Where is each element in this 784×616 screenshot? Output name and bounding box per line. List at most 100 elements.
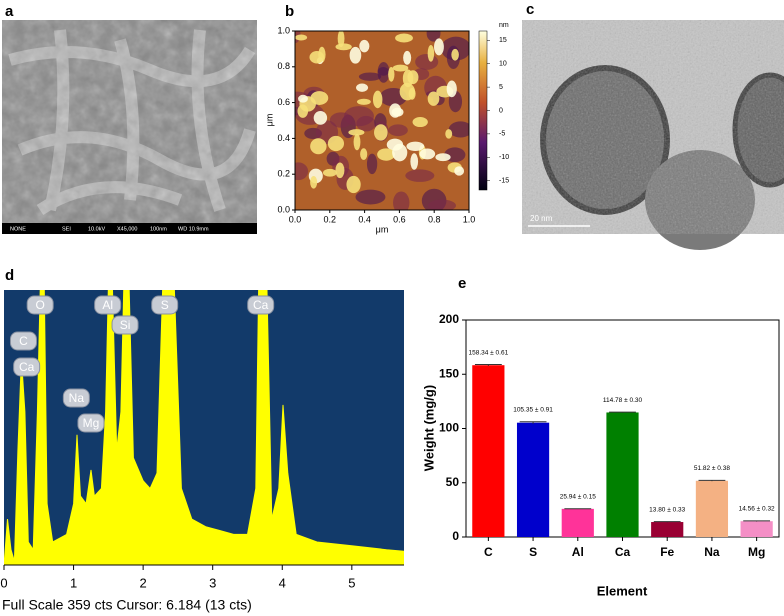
bar — [516, 422, 550, 537]
colorbar-tick-label: 10 — [499, 61, 507, 68]
afm-dark — [388, 124, 408, 137]
sem-footer-text: NONE — [10, 226, 26, 232]
afm-grain — [377, 148, 395, 161]
afm-grain — [434, 38, 444, 56]
value-label: 158.34 ± 0.61 — [468, 349, 508, 356]
afm-grain — [407, 70, 419, 85]
afm-dark — [393, 191, 410, 210]
element-tag — [13, 357, 41, 377]
panel-label: a — [5, 3, 14, 20]
afm-grain — [392, 143, 408, 162]
bar — [472, 365, 505, 537]
eds-x-tick-label: 2 — [140, 575, 147, 590]
value-label: 14.56 ± 0.32 — [739, 506, 775, 513]
bar — [561, 508, 594, 537]
sem-footer-text: 10.0kV — [88, 226, 105, 232]
value-label: 13.80 ± 0.33 — [649, 506, 685, 513]
element-tag — [77, 413, 105, 433]
afm-grain — [356, 98, 371, 105]
afm-grain — [451, 48, 459, 61]
x-tick-label: Fe — [660, 545, 674, 559]
afm-dark — [448, 121, 469, 138]
bar — [651, 522, 684, 537]
afm-grain — [445, 129, 453, 139]
y-tick-label: 150 — [439, 366, 459, 380]
afm-grain — [435, 153, 451, 162]
afm-y-label: μm — [264, 114, 274, 127]
afm-dark — [428, 199, 456, 210]
element-tag-label: S — [161, 298, 169, 312]
afm-grain — [310, 176, 318, 189]
eds-x-tick-label: 0 — [0, 575, 7, 590]
colorbar-tick-label: -10 — [499, 154, 509, 161]
afm-dark — [295, 162, 309, 181]
afm-grain — [412, 116, 428, 128]
afm-dark — [358, 72, 382, 81]
value-label: 105.35 ± 0.91 — [513, 406, 553, 413]
x-tick-label: Al — [572, 545, 584, 559]
afm-grain — [427, 91, 440, 106]
afm-grain — [392, 64, 409, 72]
afm-grain — [446, 80, 457, 98]
element-tag — [111, 315, 139, 335]
afm-grain — [322, 168, 337, 177]
value-label: 114.78 ± 0.30 — [603, 397, 643, 404]
eds-background — [4, 290, 404, 565]
afm-grain — [327, 135, 345, 152]
sem-footer-text: X45,000 — [117, 226, 138, 232]
afm-grain — [374, 124, 388, 141]
afm-grain — [359, 39, 370, 53]
panel-label: c — [526, 1, 534, 18]
afm-grain — [454, 166, 465, 176]
eds-x-tick-label: 3 — [209, 575, 216, 590]
element-tag — [151, 295, 179, 315]
eds-x-tick-label: 1 — [70, 575, 77, 590]
panel-label: b — [285, 3, 294, 20]
x-tick-label: Na — [704, 545, 720, 559]
bar — [740, 521, 773, 537]
element-tag — [26, 295, 54, 315]
afm-grain — [356, 83, 369, 92]
element-tag-label: Si — [120, 318, 131, 332]
afm-y-tick-label: 0.8 — [277, 61, 290, 71]
y-tick-label: 0 — [452, 529, 459, 543]
afm-grain — [335, 162, 345, 179]
x-tick-label: Ca — [615, 545, 631, 559]
afm-grain — [337, 31, 345, 48]
afm-grain — [360, 148, 368, 160]
afm-dark — [426, 31, 441, 42]
afm-grain — [309, 51, 325, 64]
eds-footer: Full Scale 359 cts Cursor: 6.184 (13 cts… — [2, 597, 252, 613]
value-label: 51.82 ± 0.38 — [694, 465, 730, 472]
afm-dark — [415, 53, 439, 70]
afm-grain — [313, 110, 328, 125]
y-tick-label: 200 — [439, 312, 459, 326]
afm-grain — [295, 34, 308, 41]
afm-x-tick-label: 1.0 — [463, 214, 476, 224]
afm-x-tick-label: 0.6 — [393, 214, 406, 224]
x-tick-label: C — [484, 545, 493, 559]
colorbar-unit: nm — [499, 22, 509, 29]
afm-y-tick-label: 0.6 — [277, 97, 290, 107]
afm-grain — [298, 94, 308, 103]
element-tag-label: Ca — [19, 360, 35, 374]
panel-label: e — [458, 275, 466, 292]
afm-x-tick-label: 0.8 — [428, 214, 441, 224]
colorbar-tick-label: -15 — [499, 177, 509, 184]
afm-grain — [346, 175, 361, 194]
colorbar-tick-label: -5 — [499, 131, 505, 138]
colorbar-tick-label: 15 — [499, 37, 507, 44]
afm-grain — [427, 44, 435, 62]
afm-grain — [335, 43, 352, 51]
afm-x-tick-label: 0.0 — [289, 214, 302, 224]
afm-y-tick-label: 0.2 — [277, 169, 290, 179]
panel-label: d — [5, 267, 14, 284]
element-tag — [62, 388, 90, 408]
colorbar — [478, 30, 488, 191]
element-tag-label: Mg — [83, 416, 100, 430]
afm-grain — [410, 153, 419, 170]
y-axis-label: Weight (mg/g) — [421, 385, 436, 471]
tem-image — [522, 20, 784, 250]
afm-grain — [349, 46, 362, 64]
